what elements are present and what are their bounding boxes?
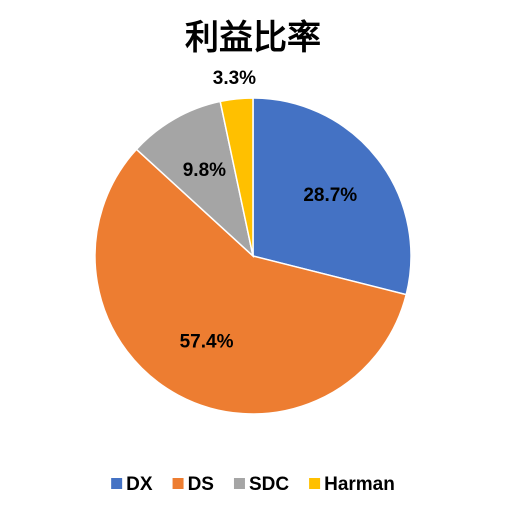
legend-label: DS <box>188 474 214 495</box>
data-label: 57.4% <box>180 331 234 352</box>
legend-label: Harman <box>324 474 395 495</box>
data-label: 9.8% <box>183 160 226 181</box>
legend-swatch <box>309 478 321 489</box>
legend-label: DX <box>126 474 153 495</box>
pie-slice <box>219 97 254 257</box>
legend-swatch <box>111 478 123 489</box>
pie-slice <box>94 148 408 415</box>
legend-swatch <box>172 478 184 489</box>
data-label: 28.7% <box>303 185 357 206</box>
pie-slice <box>252 97 412 296</box>
pie-slice <box>135 100 255 259</box>
data-label: 3.3% <box>213 68 256 89</box>
chart-title: 利益比率 <box>185 19 321 57</box>
legend-swatch <box>233 478 245 489</box>
legend-label: SDC <box>249 474 289 495</box>
